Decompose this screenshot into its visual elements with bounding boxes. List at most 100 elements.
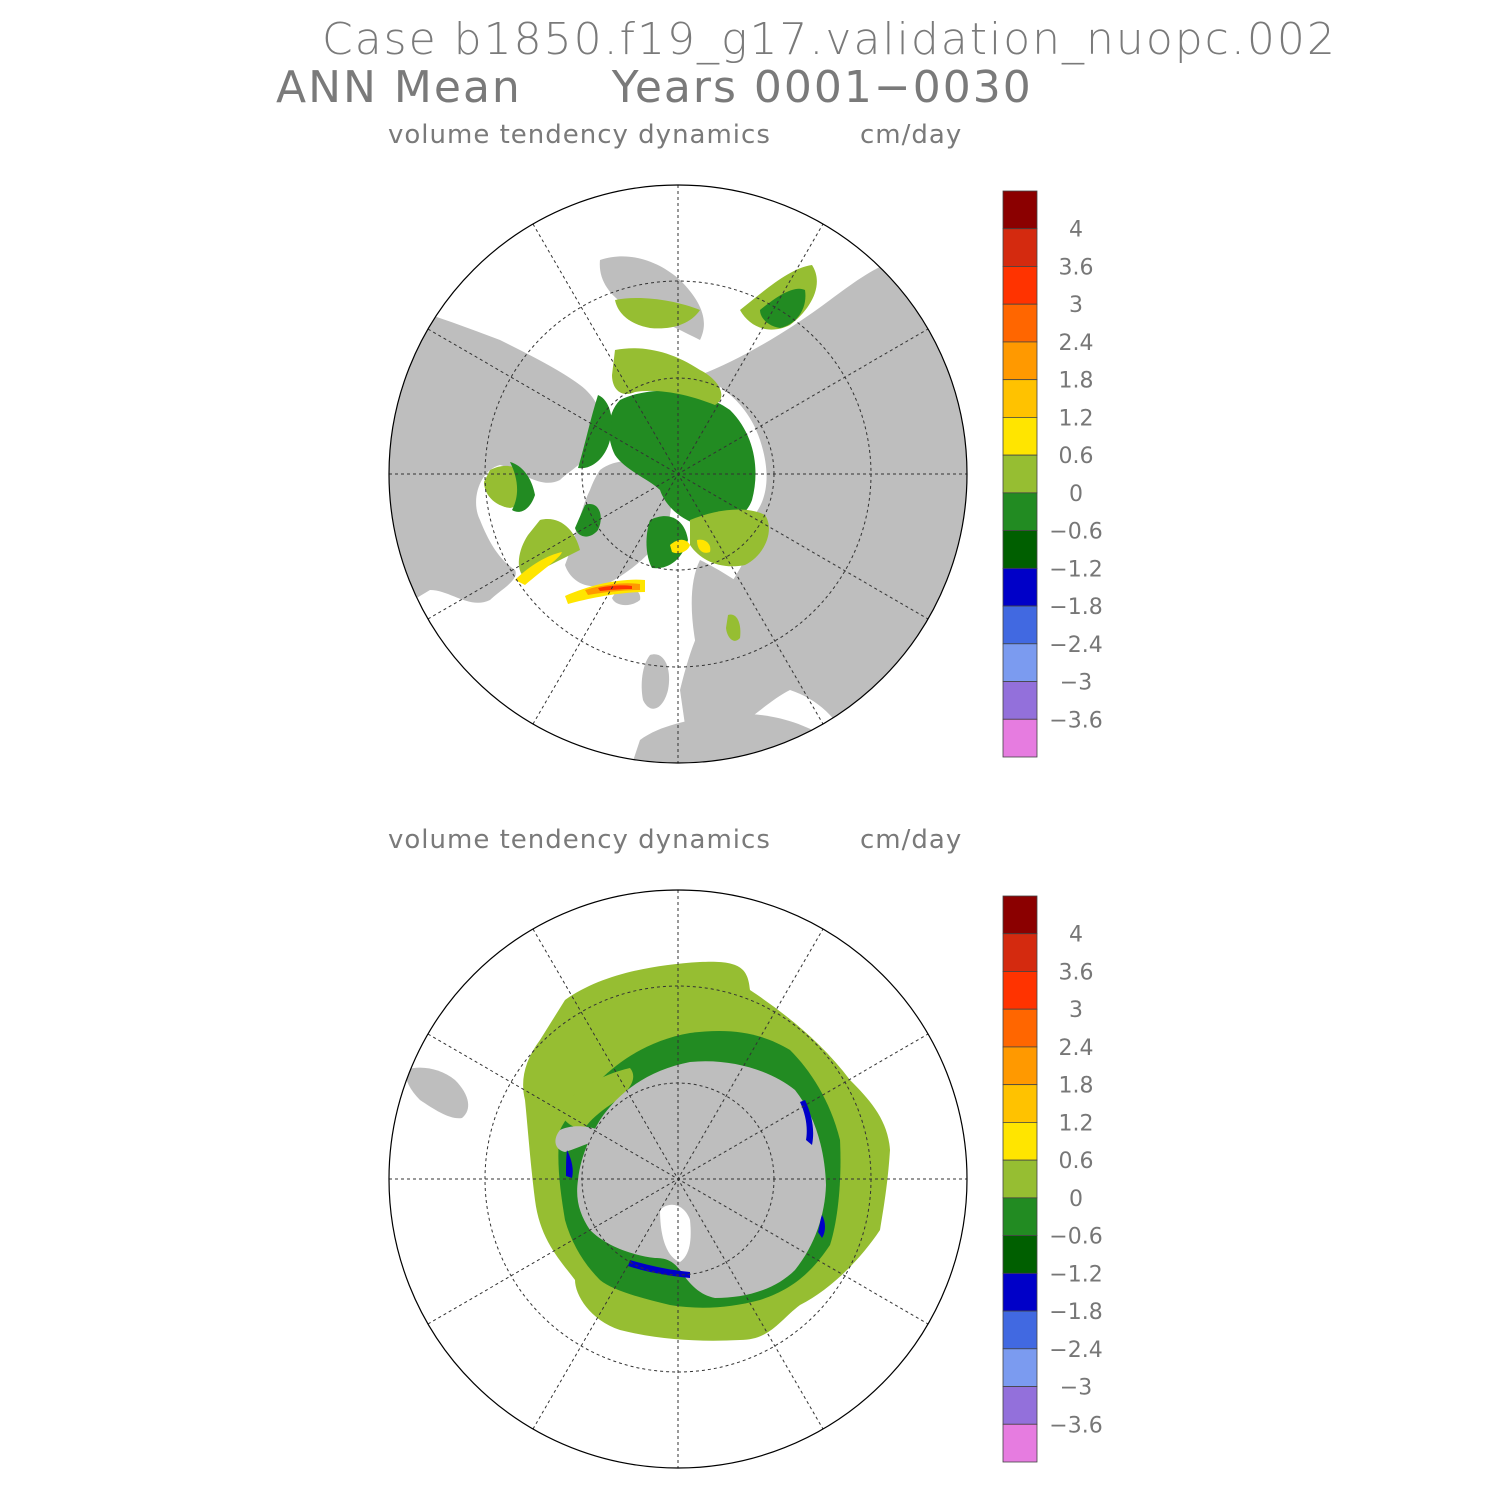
years-label: Years 0001−0030 (611, 62, 1033, 113)
north-colorbar-swatch (1002, 492, 1038, 532)
south-colorbar-tick-label: −2.4 (1049, 1338, 1102, 1363)
south-graticule (389, 890, 967, 1468)
south-colorbar-tick-label: 1.8 (1059, 1074, 1094, 1099)
south-colorbar-swatch (1002, 1310, 1038, 1350)
south-colorbar-swatch (1002, 1122, 1038, 1161)
north-map-border (388, 184, 968, 764)
south-colorbar-tick-label: 3 (1069, 998, 1083, 1023)
south-colorbar-swatch (1002, 1272, 1038, 1312)
north-colorbar-swatch (1002, 341, 1038, 381)
north-colorbar-tick-label: 4 (1069, 218, 1083, 243)
south-units-label: cm/day (860, 825, 963, 855)
south-polar-map (388, 889, 968, 1469)
north-colorbar-swatch (1002, 567, 1038, 607)
south-colorbar-swatch (1002, 1084, 1038, 1123)
north-ice-labrador-yellow (515, 552, 562, 585)
south-colorbar-swatch (1002, 895, 1038, 935)
north-ice-greenland-red (598, 585, 632, 591)
south-panel-title: volume tendency dynamics cm/day (388, 825, 961, 855)
north-colorbar-tick-label: −3.6 (1049, 708, 1102, 733)
south-colorbar-tick-label: 2.4 (1059, 1036, 1094, 1061)
south-colorbar-swatch (1002, 1159, 1038, 1199)
south-ice-ross-shelf (660, 1204, 691, 1262)
north-field-label: volume tendency dynamics (388, 120, 771, 150)
south-colorbar-tick-label: −3.6 (1049, 1413, 1102, 1438)
period-title: ANN Mean Years 0001−0030 (276, 62, 1033, 113)
north-colorbar-swatch (1002, 416, 1038, 456)
south-colorbar-swatch (1002, 1386, 1038, 1425)
north-ice-bering-positive (615, 298, 700, 329)
north-land-eurasia (680, 257, 967, 760)
period-label: ANN Mean (276, 62, 522, 113)
south-colorbar-tick-label: 0 (1069, 1187, 1083, 1212)
south-ice-coastal-blue-east (800, 1100, 814, 1145)
north-colorbar-swatch (1002, 681, 1038, 720)
south-colorbar-swatch (1002, 1197, 1038, 1237)
north-colorbar-swatch (1002, 643, 1038, 682)
north-units-label: cm/day (860, 120, 963, 150)
north-ice-okhotsk-negative (760, 288, 806, 328)
south-colorbar-swatch (1002, 1235, 1038, 1274)
north-colorbar: 4 3.6 3 2.4 1.8 1.2 0.6 0 −0.6 −1.2 −1.8 −2.4 −3 −3.6 (1002, 190, 1103, 758)
south-ice-coastal-blue-west (566, 1150, 573, 1178)
south-colorbar-swatch (1002, 971, 1038, 1010)
south-colorbar-tick-label: −3 (1060, 1376, 1092, 1401)
south-colorbar-tick-label: 0.6 (1059, 1149, 1094, 1174)
north-land-north-america (389, 300, 602, 620)
north-colorbar-tick-label: 1.8 (1059, 369, 1094, 394)
north-colorbar-tick-label: 2.4 (1059, 331, 1094, 356)
north-colorbar-swatch (1002, 454, 1038, 494)
north-polar-map (388, 184, 968, 764)
south-colorbar-tick-label: −1.8 (1049, 1300, 1102, 1325)
south-colorbar-tick-label: −0.6 (1049, 1225, 1102, 1250)
south-ice-weddell-swirl (560, 1068, 634, 1129)
south-colorbar-tick-label: 4 (1069, 923, 1083, 948)
north-colorbar-swatch (1002, 605, 1038, 645)
south-land-antarctica (577, 1061, 826, 1298)
south-ice-coastal-blue-se (818, 1215, 825, 1238)
south-colorbar-swatch (1002, 933, 1038, 972)
north-colorbar-swatch (1002, 530, 1038, 569)
south-colorbar-tick-label: 3.6 (1059, 960, 1094, 985)
north-colorbar-tick-label: 3 (1069, 293, 1083, 318)
south-colorbar-tick-label: −1.2 (1049, 1262, 1102, 1287)
south-ice-coastal-blue-south (628, 1260, 690, 1278)
north-panel-title: volume tendency dynamics cm/day (388, 120, 961, 150)
north-colorbar-swatch (1002, 718, 1038, 758)
south-colorbar-swatch (1002, 1008, 1038, 1048)
case-title: Case b1850.f19_g17.validation_nuopc.002 (322, 14, 1337, 65)
north-land-uk (641, 654, 670, 709)
north-colorbar-swatch (1002, 228, 1038, 267)
south-colorbar-tick-label: 1.2 (1059, 1111, 1094, 1136)
north-graticule (389, 185, 967, 763)
north-land-scandinavia (691, 560, 760, 683)
north-colorbar-swatch (1002, 266, 1038, 305)
north-ice-baffin-negative (575, 504, 601, 537)
south-colorbar-swatch (1002, 1423, 1038, 1463)
north-ice-siberian-positive (612, 348, 722, 405)
south-colorbar-swatch (1002, 1046, 1038, 1086)
south-land-peninsula (555, 1126, 600, 1152)
south-land-south-america (405, 1067, 469, 1119)
north-colorbar-tick-label: −0.6 (1049, 520, 1102, 545)
north-ice-svalbard-yellow-2 (697, 539, 711, 553)
north-colorbar-tick-label: 0.6 (1059, 444, 1094, 469)
south-field-label: volume tendency dynamics (388, 825, 771, 855)
north-ice-baltic-positive (726, 614, 741, 641)
south-map-border (388, 889, 968, 1469)
north-colorbar-swatch (1002, 379, 1038, 418)
north-ice-svalbard-yellow (670, 539, 690, 554)
north-colorbar-swatch (1002, 190, 1038, 230)
north-land-greenland (565, 461, 672, 587)
north-colorbar-tick-label: 3.6 (1059, 255, 1094, 280)
north-ice-central-negative (608, 390, 756, 527)
north-colorbar-tick-label: −1.8 (1049, 595, 1102, 620)
north-colorbar-tick-label: 1.2 (1059, 406, 1094, 431)
north-colorbar-tick-label: −3 (1060, 671, 1092, 696)
north-colorbar-tick-label: −1.2 (1049, 557, 1102, 582)
south-colorbar-swatch (1002, 1348, 1038, 1387)
north-colorbar-tick-label: −2.4 (1049, 633, 1102, 658)
north-colorbar-tick-label: 0 (1069, 482, 1083, 507)
north-ice-barents-positive (690, 509, 769, 567)
